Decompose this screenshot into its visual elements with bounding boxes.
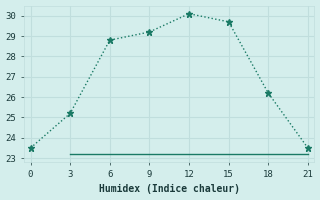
X-axis label: Humidex (Indice chaleur): Humidex (Indice chaleur) (99, 184, 240, 194)
